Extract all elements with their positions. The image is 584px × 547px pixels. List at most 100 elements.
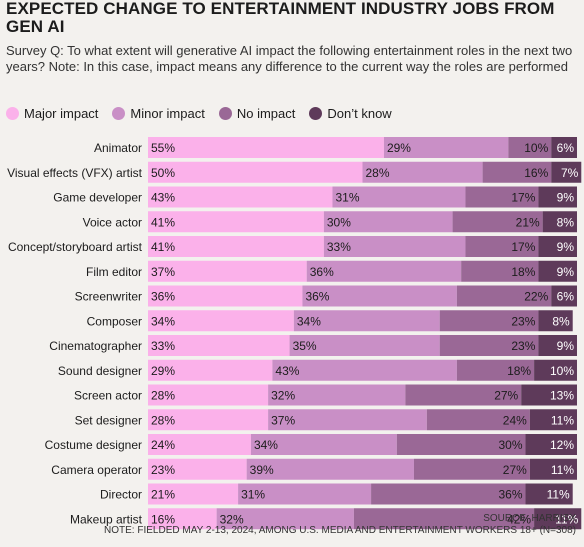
bar-segment-screenwriter-major-impact — [148, 285, 303, 307]
value-label-game-developer-major-impact: 43% — [151, 191, 175, 205]
value-label-screen-actor-major-impact: 28% — [151, 389, 175, 403]
value-label-film-editor-major-impact: 37% — [151, 265, 175, 279]
bar-segment-voice-actor-don-t-know — [542, 211, 577, 233]
value-label-film-editor-don-t-know: 9% — [557, 265, 575, 279]
bar-segment-costume-designer-don-t-know — [525, 434, 577, 455]
legend-item-none: No impact — [218, 106, 295, 121]
value-label-animator-no-impact: 10% — [524, 141, 548, 155]
bar-segment-visual-effects-vfx-artist-don-t-know — [551, 161, 582, 183]
bar-segment-voice-actor-major-impact — [148, 211, 324, 233]
value-label-makeup-artist-no-impact: 42% — [507, 512, 531, 526]
bar-segment-concept-storyboard-artist-major-impact — [148, 236, 324, 257]
value-label-screen-actor-no-impact: 27% — [494, 389, 518, 403]
legend-swatch-dontknow — [309, 106, 323, 120]
category-label-costume-designer: Costume designer — [45, 438, 142, 452]
bar-segment-costume-designer-minor-impact — [250, 434, 397, 455]
value-label-screen-actor-minor-impact: 32% — [271, 389, 295, 403]
bar-segment-screen-actor-major-impact — [148, 384, 269, 406]
value-label-voice-actor-major-impact: 41% — [151, 215, 175, 229]
bar-segment-visual-effects-vfx-artist-no-impact — [482, 161, 552, 183]
bar-segment-costume-designer-major-impact — [148, 434, 251, 455]
value-label-costume-designer-no-impact: 30% — [498, 438, 522, 452]
value-label-concept-storyboard-artist-minor-impact: 33% — [327, 240, 351, 254]
legend-item-minor: Minor impact — [112, 106, 205, 121]
bar-segment-cinematographer-don-t-know — [538, 335, 577, 356]
bar-segment-film-editor-no-impact — [461, 260, 539, 282]
category-label-director: Director — [100, 488, 142, 502]
value-label-camera-operator-minor-impact: 39% — [250, 463, 274, 477]
bar-segment-game-developer-don-t-know — [538, 186, 577, 208]
chart-source: SOURCE: HARRISX — [483, 513, 576, 524]
bar-segment-composer-no-impact — [439, 310, 539, 332]
bar-segment-game-developer-major-impact — [148, 186, 333, 208]
bar-segment-composer-minor-impact — [293, 310, 440, 332]
category-label-concept-storyboard-artist: Concept/storyboard artist — [8, 240, 143, 254]
bar-segment-makeup-artist-minor-impact — [216, 508, 354, 530]
bar-segment-director-don-t-know — [525, 483, 573, 505]
value-label-voice-actor-don-t-know: 8% — [557, 215, 575, 229]
value-label-cinematographer-don-t-know: 9% — [557, 339, 575, 353]
value-label-composer-no-impact: 23% — [511, 314, 535, 328]
bar-segment-composer-don-t-know — [538, 310, 573, 332]
bar-segment-sound-designer-major-impact — [148, 359, 273, 381]
value-label-screenwriter-don-t-know: 6% — [557, 290, 575, 304]
value-label-set-designer-major-impact: 28% — [151, 413, 175, 427]
bar-segment-animator-minor-impact — [383, 137, 509, 158]
bar-segment-visual-effects-vfx-artist-minor-impact — [362, 161, 483, 183]
category-label-voice-actor: Voice actor — [83, 215, 142, 229]
value-label-sound-designer-don-t-know: 10% — [550, 364, 574, 378]
value-label-set-designer-no-impact: 24% — [503, 413, 527, 427]
value-label-cinematographer-no-impact: 23% — [511, 339, 535, 353]
category-label-game-developer: Game developer — [53, 191, 142, 205]
value-label-cinematographer-major-impact: 33% — [151, 339, 175, 353]
value-label-costume-designer-don-t-know: 12% — [550, 438, 574, 452]
value-label-camera-operator-no-impact: 27% — [503, 463, 527, 477]
value-label-director-minor-impact: 31% — [241, 488, 265, 502]
legend-swatch-major — [6, 106, 19, 120]
value-label-visual-effects-vfx-artist-major-impact: 50% — [151, 166, 175, 180]
bar-segment-concept-storyboard-artist-minor-impact — [323, 236, 466, 257]
legend-label-major: Major impact — [24, 105, 99, 121]
value-label-screenwriter-major-impact: 36% — [151, 290, 175, 304]
bar-segment-screen-actor-don-t-know — [521, 384, 577, 406]
bar-segment-voice-actor-no-impact — [452, 211, 543, 233]
category-label-cinematographer: Cinematographer — [49, 339, 142, 353]
value-label-sound-designer-major-impact: 29% — [151, 364, 175, 378]
bar-segment-sound-designer-don-t-know — [534, 359, 577, 381]
chart-subtitle: Survey Q: To what extent will generative… — [6, 43, 573, 74]
bar-segment-set-designer-minor-impact — [268, 409, 427, 431]
bar-segment-concept-storyboard-artist-don-t-know — [538, 236, 577, 257]
bar-segment-camera-operator-major-impact — [148, 458, 247, 480]
bar-segment-animator-don-t-know — [551, 137, 577, 158]
bar-segment-cinematographer-no-impact — [439, 335, 539, 356]
category-label-screenwriter: Screenwriter — [75, 290, 142, 304]
bar-segment-cinematographer-major-impact — [148, 335, 290, 356]
legend-item-major: Major impact — [6, 106, 98, 121]
value-label-game-developer-minor-impact: 31% — [335, 191, 359, 205]
bar-segment-makeup-artist-no-impact — [353, 508, 535, 530]
bar-segment-game-developer-no-impact — [465, 186, 539, 208]
category-label-sound-designer: Sound designer — [58, 364, 142, 378]
value-label-director-major-impact: 21% — [151, 488, 175, 502]
bar-segment-film-editor-minor-impact — [306, 260, 462, 282]
value-label-animator-don-t-know: 6% — [557, 141, 575, 155]
value-label-visual-effects-vfx-artist-minor-impact: 28% — [366, 166, 390, 180]
category-label-makeup-artist: Makeup artist — [70, 512, 143, 526]
bar-segment-screen-actor-minor-impact — [268, 384, 406, 406]
value-label-makeup-artist-major-impact: 16% — [151, 512, 175, 526]
bar-segment-screenwriter-don-t-know — [551, 285, 577, 307]
category-label-screen-actor: Screen actor — [74, 389, 142, 403]
chart-title: EXPECTED CHANGE TO ENTERTAINMENT INDUSTR… — [6, 0, 555, 36]
value-label-film-editor-no-impact: 18% — [511, 265, 535, 279]
value-label-screenwriter-no-impact: 22% — [524, 290, 548, 304]
chart-legend: Major impact Minor impact No impact Don’… — [6, 104, 392, 122]
bar-segment-set-designer-don-t-know — [529, 409, 577, 431]
value-label-concept-storyboard-artist-no-impact: 17% — [511, 240, 535, 254]
chart-note: NOTE: FIELDED MAY 2-13, 2024, AMONG U.S.… — [104, 525, 576, 536]
value-label-camera-operator-major-impact: 23% — [151, 463, 175, 477]
category-label-film-editor: Film editor — [86, 265, 142, 279]
value-label-director-no-impact: 36% — [498, 488, 522, 502]
category-label-composer: Composer — [87, 314, 142, 328]
value-label-composer-major-impact: 34% — [151, 314, 175, 328]
